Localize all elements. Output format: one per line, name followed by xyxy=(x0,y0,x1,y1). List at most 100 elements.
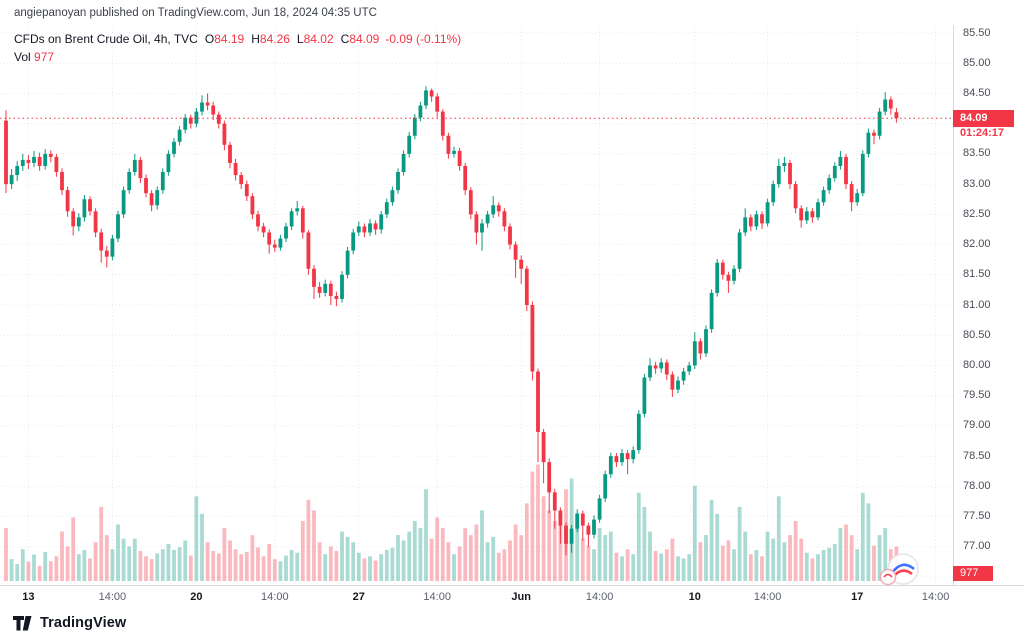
candle-body xyxy=(261,226,266,233)
volume-bar xyxy=(502,549,507,581)
candle-body xyxy=(715,262,720,293)
candle-body xyxy=(788,162,792,185)
volume-bar xyxy=(317,542,322,581)
volume-badge: 977 xyxy=(953,566,993,581)
candle-body xyxy=(737,232,742,269)
price-axis-label: 80.50 xyxy=(963,328,991,341)
candle-body xyxy=(575,513,580,529)
time-axis-label: 17 xyxy=(851,591,864,603)
candle-body xyxy=(15,165,20,176)
volume-bar xyxy=(659,553,664,581)
volume-bar xyxy=(373,560,378,581)
candle-body xyxy=(743,217,748,233)
volume-bar xyxy=(267,543,272,581)
candle-body xyxy=(760,214,764,224)
candle-body xyxy=(480,223,484,233)
volume-bar xyxy=(480,510,484,581)
candle-body xyxy=(558,510,563,526)
candlestick-chart[interactable] xyxy=(0,25,953,583)
volume-bar xyxy=(866,503,871,581)
volume-bar xyxy=(116,524,120,581)
volume-bar xyxy=(597,528,602,581)
volume-bar xyxy=(261,556,266,581)
volume-bar xyxy=(239,554,244,581)
candle-body xyxy=(244,184,249,197)
candle-body xyxy=(216,114,221,124)
volume-bar xyxy=(642,506,647,581)
volume-bar xyxy=(435,517,440,581)
volume-bar xyxy=(709,499,714,581)
candle-body xyxy=(704,329,708,354)
volume-bar xyxy=(362,558,367,581)
volume-bar xyxy=(631,554,636,581)
volume-bar xyxy=(575,528,580,581)
volume-bar xyxy=(278,561,283,581)
candle-body xyxy=(771,184,776,203)
volume-bar xyxy=(340,531,344,581)
volume-bar xyxy=(491,536,496,581)
candle-body xyxy=(373,223,378,230)
time-axis[interactable]: 13 14:00 20 14:00 27 14:00 Jun 14:00 10 14:00 17 14… xyxy=(0,585,1024,609)
candle-body xyxy=(379,214,384,230)
candle-body xyxy=(720,262,725,275)
price-axis-label: 83.00 xyxy=(963,177,991,190)
candle-body xyxy=(832,165,837,179)
volume-bar xyxy=(88,558,92,581)
candle-body xyxy=(401,153,406,173)
candle-body xyxy=(188,117,193,124)
volume-bar xyxy=(345,536,350,581)
volume-bar xyxy=(704,535,708,581)
candle-body xyxy=(272,244,277,248)
open-label: O xyxy=(204,32,215,46)
candle-body xyxy=(860,153,865,194)
volume-bar xyxy=(368,556,372,581)
volume-bar xyxy=(295,552,300,581)
volume-bar xyxy=(407,531,412,581)
volume-bar xyxy=(496,552,501,581)
volume-bar xyxy=(821,549,826,581)
volume-bar xyxy=(608,531,613,581)
volume-bar xyxy=(872,545,876,581)
candle-body xyxy=(183,117,188,130)
candle-body xyxy=(149,193,154,206)
candle-body xyxy=(138,159,143,179)
volume-bar xyxy=(648,531,652,581)
footer-brand[interactable]: TradingView xyxy=(13,615,126,631)
volume-bar xyxy=(580,538,585,581)
candle-body xyxy=(76,217,81,227)
symbol-title[interactable]: CFDs on Brent Crude Oil, 4h, TVC xyxy=(14,32,198,46)
tradingview-wordmark: TradingView xyxy=(40,615,127,631)
stamp-icon xyxy=(879,553,919,586)
candle-body xyxy=(536,371,540,432)
volume-bar xyxy=(183,540,188,581)
candle-body xyxy=(676,380,680,390)
price-axis-label: 80.00 xyxy=(963,358,991,371)
candle-body xyxy=(32,156,36,163)
chart-canvas[interactable]: CFDs on Brent Crude Oil, 4h, TVC O84.19 H8… xyxy=(0,25,953,583)
volume-bar xyxy=(272,559,277,581)
candle-body xyxy=(687,365,692,372)
volume-bar xyxy=(827,547,832,581)
price-axis-label: 82.00 xyxy=(963,238,991,251)
volume-bar xyxy=(816,554,820,581)
price-axis-label: 77.50 xyxy=(963,510,991,523)
volume-bar xyxy=(726,540,731,581)
candle-body xyxy=(48,153,53,157)
candle-body xyxy=(681,371,686,381)
time-axis-label: Jun xyxy=(511,591,531,603)
close-label: C xyxy=(340,32,350,46)
candle-body xyxy=(732,268,736,281)
volume-bar xyxy=(300,521,305,581)
volume-bar xyxy=(15,564,20,581)
candle-body xyxy=(816,202,820,218)
time-axis-label: 13 xyxy=(22,591,35,603)
candle-body xyxy=(569,528,574,544)
volume-bar xyxy=(530,471,535,581)
volume-bar xyxy=(838,528,843,581)
volume-bar xyxy=(222,528,227,581)
candle-body xyxy=(278,238,283,248)
candle-body xyxy=(597,498,602,520)
volume-bar xyxy=(93,542,98,581)
volume-bar xyxy=(37,565,42,581)
candle-body xyxy=(502,211,507,227)
